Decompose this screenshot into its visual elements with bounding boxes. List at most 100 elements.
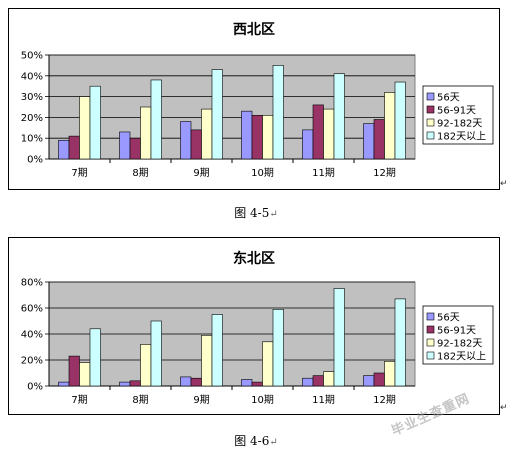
bar (363, 123, 375, 160)
bar (384, 92, 396, 160)
bar (394, 298, 406, 387)
bar (180, 121, 192, 160)
bar (312, 104, 324, 160)
y-tick-label: 20% (21, 113, 43, 124)
legend-swatch (426, 92, 435, 101)
bar (323, 371, 335, 387)
bar (251, 115, 263, 160)
legend-swatch (426, 312, 435, 321)
chart-title-northeast: 东北区 (233, 251, 275, 267)
caption-text: 图 4-6 (234, 434, 270, 448)
bar (58, 139, 70, 160)
legend-label: 56-91天 (437, 326, 476, 337)
paragraph-mark: ↵ (500, 179, 508, 189)
legend-box (422, 85, 494, 145)
chart-frame-northeast: 东北区 0% 20% 40% 60% 80% 7期 8期 9期 10期 11期 12期 56天 56-9… (8, 237, 500, 415)
bar (262, 115, 274, 160)
bar (89, 328, 101, 387)
y-tick-label: 40% (21, 330, 43, 341)
bar (302, 377, 314, 387)
bar (333, 73, 345, 160)
bar (140, 106, 152, 160)
y-tick-label: 10% (21, 134, 43, 145)
bar (211, 69, 223, 160)
legend-label: 56天 (437, 313, 460, 324)
figure-caption-4-5: 图 4-5↵ (0, 204, 512, 221)
y-tick-label: 50% (21, 51, 43, 62)
y-tick-label: 30% (21, 92, 43, 103)
x-tick-label: 11期 (312, 167, 335, 179)
legend-label: 92-182天 (437, 339, 482, 350)
legend-swatch (426, 118, 435, 127)
bar (79, 96, 91, 160)
legend-box (422, 305, 494, 365)
x-tick-label: 7期 (71, 167, 87, 179)
bar (384, 361, 396, 387)
x-tick-label: 8期 (132, 167, 148, 179)
bar (241, 379, 253, 387)
bar (79, 362, 91, 387)
chart-title-northwest: 西北区 (233, 22, 275, 38)
bar (312, 375, 324, 387)
bar (201, 335, 213, 387)
legend-swatch (426, 131, 435, 140)
bar (119, 381, 131, 387)
bar (323, 108, 335, 160)
legend-label: 92-182天 (437, 119, 482, 130)
bar (129, 137, 141, 160)
legend-swatch (426, 338, 435, 347)
x-tick-label: 10期 (251, 394, 274, 406)
y-tick-label: 40% (21, 71, 43, 82)
bar (58, 381, 70, 387)
x-tick-label: 9期 (193, 394, 209, 406)
bar (272, 309, 284, 387)
bar (373, 119, 385, 160)
y-tick-label: 60% (21, 304, 43, 315)
bar (150, 320, 162, 387)
legend-swatch (426, 105, 435, 114)
legend-label: 182天以上 (437, 131, 486, 143)
bar (129, 380, 141, 387)
legend-swatch (426, 325, 435, 334)
x-tick-label: 7期 (71, 394, 87, 406)
x-tick-label: 8期 (132, 394, 148, 406)
bar (150, 79, 162, 160)
bar (302, 129, 314, 160)
figure-caption-4-6: 图 4-6↵ (0, 432, 512, 449)
legend-label: 182天以上 (437, 351, 486, 363)
bar (190, 377, 202, 387)
bar (119, 131, 131, 160)
bar (89, 85, 101, 160)
bar (180, 376, 192, 387)
bar (140, 344, 152, 387)
paragraph-mark: ↵ (269, 437, 278, 448)
legend-label: 56-91天 (437, 106, 476, 117)
chart-frame-northwest: 西北区 0% 10% 20% 30% 40% 50% 7期 8期 9期 10期 11期 12期 56天 5… (8, 8, 500, 190)
bar (333, 288, 345, 387)
bar (68, 355, 80, 387)
x-tick-label: 12期 (373, 167, 396, 179)
paragraph-mark: ↵ (500, 403, 508, 413)
caption-text: 图 4-5 (234, 206, 270, 220)
y-tick-label: 20% (21, 356, 43, 367)
bar (373, 372, 385, 387)
bar (190, 129, 202, 160)
bar (68, 135, 80, 160)
y-tick-label: 0% (27, 382, 43, 393)
legend-swatch (426, 351, 435, 360)
legend-label: 56天 (437, 93, 460, 104)
bar (272, 65, 284, 160)
bar (363, 375, 375, 387)
bar (394, 81, 406, 160)
chart-northwest: 0% 10% 20% 30% 40% 50% 7期 8期 9期 10期 11期 12期 56天 56-91… (21, 51, 494, 179)
x-tick-label: 9期 (193, 167, 209, 179)
x-tick-label: 11期 (312, 394, 335, 406)
bar (251, 381, 263, 387)
chart-northeast: 0% 20% 40% 60% 80% 7期 8期 9期 10期 11期 12期 56天 56-91天 92… (21, 278, 494, 406)
y-tick-label: 80% (21, 278, 43, 289)
bar (211, 314, 223, 387)
x-tick-label: 12期 (373, 394, 396, 406)
plot-area (48, 54, 416, 160)
